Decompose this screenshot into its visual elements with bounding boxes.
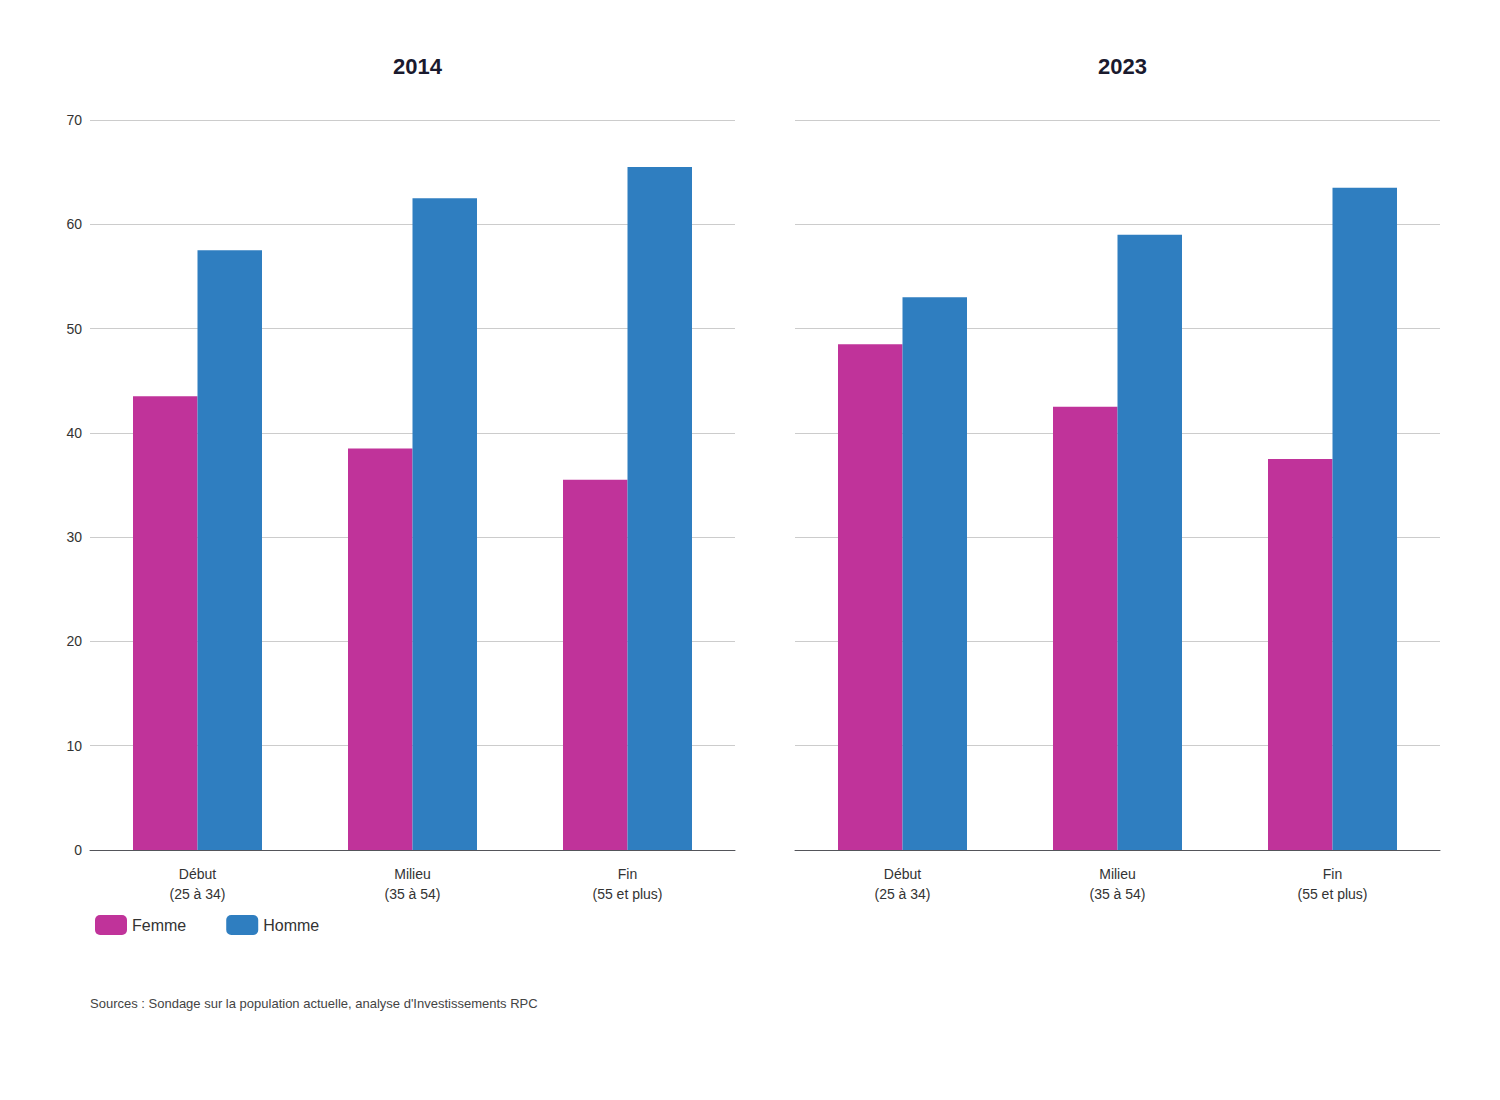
svg-text:(55 et plus): (55 et plus) xyxy=(592,886,662,902)
svg-text:30: 30 xyxy=(66,529,82,545)
svg-text:2023: 2023 xyxy=(1098,54,1147,79)
svg-text:0: 0 xyxy=(74,842,82,858)
svg-text:(25 à 34): (25 à 34) xyxy=(874,886,930,902)
svg-text:50: 50 xyxy=(66,321,82,337)
svg-text:Début: Début xyxy=(884,866,921,882)
svg-text:Fin: Fin xyxy=(1323,866,1342,882)
svg-text:Milieu: Milieu xyxy=(394,866,431,882)
svg-text:(35 à 54): (35 à 54) xyxy=(384,886,440,902)
svg-text:70: 70 xyxy=(66,112,82,128)
svg-text:(35 à 54): (35 à 54) xyxy=(1089,886,1145,902)
svg-text:(55 et plus): (55 et plus) xyxy=(1297,886,1367,902)
svg-text:20: 20 xyxy=(66,633,82,649)
svg-text:40: 40 xyxy=(66,425,82,441)
svg-text:(25 à 34): (25 à 34) xyxy=(169,886,225,902)
svg-text:Milieu: Milieu xyxy=(1099,866,1136,882)
svg-text:2014: 2014 xyxy=(393,54,443,79)
svg-text:Sources : Sondage sur la popul: Sources : Sondage sur la population actu… xyxy=(90,996,538,1011)
svg-text:60: 60 xyxy=(66,216,82,232)
svg-text:Fin: Fin xyxy=(618,866,637,882)
svg-text:Homme: Homme xyxy=(263,917,319,934)
svg-text:10: 10 xyxy=(66,738,82,754)
svg-text:Femme: Femme xyxy=(132,917,186,934)
svg-text:Début: Début xyxy=(179,866,216,882)
